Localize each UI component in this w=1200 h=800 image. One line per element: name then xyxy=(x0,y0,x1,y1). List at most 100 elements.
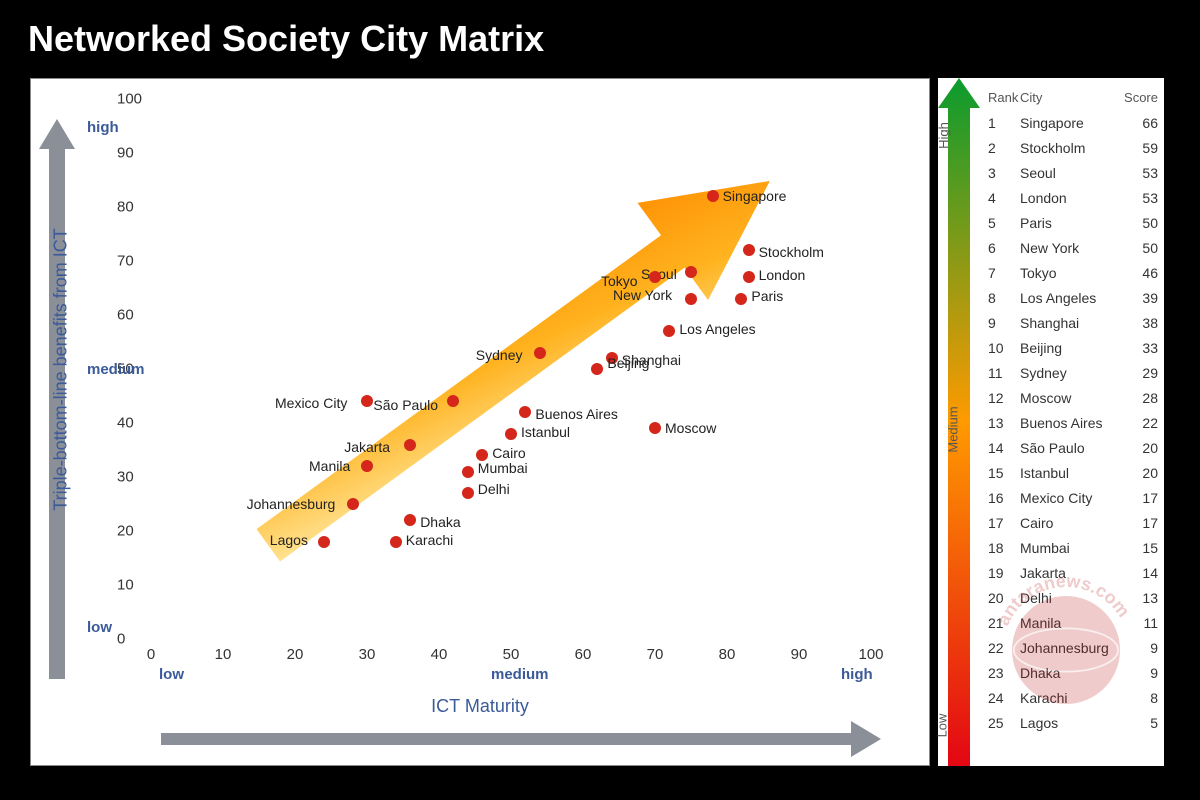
city-cell: Mumbai xyxy=(1020,536,1124,561)
x-axis-label: ICT Maturity xyxy=(31,696,929,717)
data-point xyxy=(534,347,546,359)
data-point-label: Singapore xyxy=(723,188,787,204)
rank-row: 8Los Angeles39 xyxy=(988,286,1158,311)
data-point-label: Los Angeles xyxy=(679,321,755,337)
data-point xyxy=(519,406,531,418)
city-cell: Stockholm xyxy=(1020,136,1124,161)
header-score: Score xyxy=(1124,90,1158,105)
score-cell: 53 xyxy=(1124,186,1158,211)
rank-row: 5Paris50 xyxy=(988,211,1158,236)
score-cell: 20 xyxy=(1124,436,1158,461)
score-cell: 22 xyxy=(1124,411,1158,436)
data-point xyxy=(663,325,675,337)
data-point xyxy=(462,487,474,499)
data-point xyxy=(505,428,517,440)
score-cell: 8 xyxy=(1124,686,1158,711)
data-point xyxy=(743,271,755,283)
city-cell: Shanghai xyxy=(1020,311,1124,336)
city-cell: Istanbul xyxy=(1020,461,1124,486)
rank-cell: 4 xyxy=(988,186,1020,211)
score-cell: 15 xyxy=(1124,536,1158,561)
data-point-label: Moscow xyxy=(665,420,716,436)
y-tick: 40 xyxy=(117,415,134,432)
rank-row: 1Singapore66 xyxy=(988,111,1158,136)
x-tick: 90 xyxy=(791,646,808,663)
rank-row: 21Manila11 xyxy=(988,611,1158,636)
city-cell: Johannesburg xyxy=(1020,636,1124,661)
score-cell: 5 xyxy=(1124,711,1158,736)
rank-table: Rank City Score 1Singapore662Stockholm59… xyxy=(988,90,1158,736)
data-point xyxy=(404,439,416,451)
x-tick: 80 xyxy=(719,646,736,663)
city-cell: Seoul xyxy=(1020,161,1124,186)
data-point-label: Delhi xyxy=(478,481,510,497)
data-point xyxy=(649,271,661,283)
rank-row: 6New York50 xyxy=(988,236,1158,261)
rank-cell: 15 xyxy=(988,461,1020,486)
x-tick: 60 xyxy=(575,646,592,663)
city-cell: São Paulo xyxy=(1020,436,1124,461)
city-cell: Lagos xyxy=(1020,711,1124,736)
city-cell: Manila xyxy=(1020,611,1124,636)
scale-low-label: Low xyxy=(934,714,949,738)
city-cell: Singapore xyxy=(1020,111,1124,136)
score-cell: 53 xyxy=(1124,161,1158,186)
rank-cell: 1 xyxy=(988,111,1020,136)
rank-row: 14São Paulo20 xyxy=(988,436,1158,461)
score-cell: 11 xyxy=(1124,611,1158,636)
x-high-label: high xyxy=(841,666,873,683)
rank-cell: 13 xyxy=(988,411,1020,436)
data-point xyxy=(318,536,330,548)
data-point-label: Mexico City xyxy=(275,395,347,411)
data-point xyxy=(361,395,373,407)
score-cell: 38 xyxy=(1124,311,1158,336)
score-cell: 14 xyxy=(1124,561,1158,586)
rank-cell: 11 xyxy=(988,361,1020,386)
header-rank: Rank xyxy=(988,90,1020,105)
x-axis-arrow-icon xyxy=(161,721,881,757)
x-tick: 30 xyxy=(359,646,376,663)
score-cell: 29 xyxy=(1124,361,1158,386)
city-cell: New York xyxy=(1020,236,1124,261)
rank-cell: 6 xyxy=(988,236,1020,261)
rank-row: 24Karachi8 xyxy=(988,686,1158,711)
rank-header-row: Rank City Score xyxy=(988,90,1158,105)
score-cell: 50 xyxy=(1124,236,1158,261)
data-point xyxy=(447,395,459,407)
city-cell: Beijing xyxy=(1020,336,1124,361)
rank-cell: 5 xyxy=(988,211,1020,236)
rank-cell: 12 xyxy=(988,386,1020,411)
score-cell: 66 xyxy=(1124,111,1158,136)
x-tick: 20 xyxy=(287,646,304,663)
data-point-label: Manila xyxy=(309,458,350,474)
score-cell: 13 xyxy=(1124,586,1158,611)
y-tick: 10 xyxy=(117,577,134,594)
data-point xyxy=(591,363,603,375)
score-cell: 9 xyxy=(1124,636,1158,661)
rank-row: 23Dhaka9 xyxy=(988,661,1158,686)
rank-cell: 24 xyxy=(988,686,1020,711)
rank-row: 17Cairo17 xyxy=(988,511,1158,536)
data-point xyxy=(685,293,697,305)
score-cell: 39 xyxy=(1124,286,1158,311)
data-point-label: Karachi xyxy=(406,532,453,548)
score-cell: 17 xyxy=(1124,511,1158,536)
data-point-label: Lagos xyxy=(270,532,308,548)
rank-cell: 10 xyxy=(988,336,1020,361)
rank-cell: 22 xyxy=(988,636,1020,661)
rank-row: 15Istanbul20 xyxy=(988,461,1158,486)
y-tick: 80 xyxy=(117,199,134,216)
city-cell: Dhaka xyxy=(1020,661,1124,686)
city-cell: Cairo xyxy=(1020,511,1124,536)
rank-row: 9Shanghai38 xyxy=(988,311,1158,336)
x-tick: 50 xyxy=(503,646,520,663)
data-point xyxy=(361,460,373,472)
rank-panel: High Medium Low Rank City Score 1Singapo… xyxy=(938,78,1164,766)
score-cell: 20 xyxy=(1124,461,1158,486)
data-point-label: Dhaka xyxy=(420,514,460,530)
y-high-label: high xyxy=(87,119,119,136)
city-cell: Delhi xyxy=(1020,586,1124,611)
rank-row: 19Jakarta14 xyxy=(988,561,1158,586)
data-point xyxy=(735,293,747,305)
rank-row: 4London53 xyxy=(988,186,1158,211)
